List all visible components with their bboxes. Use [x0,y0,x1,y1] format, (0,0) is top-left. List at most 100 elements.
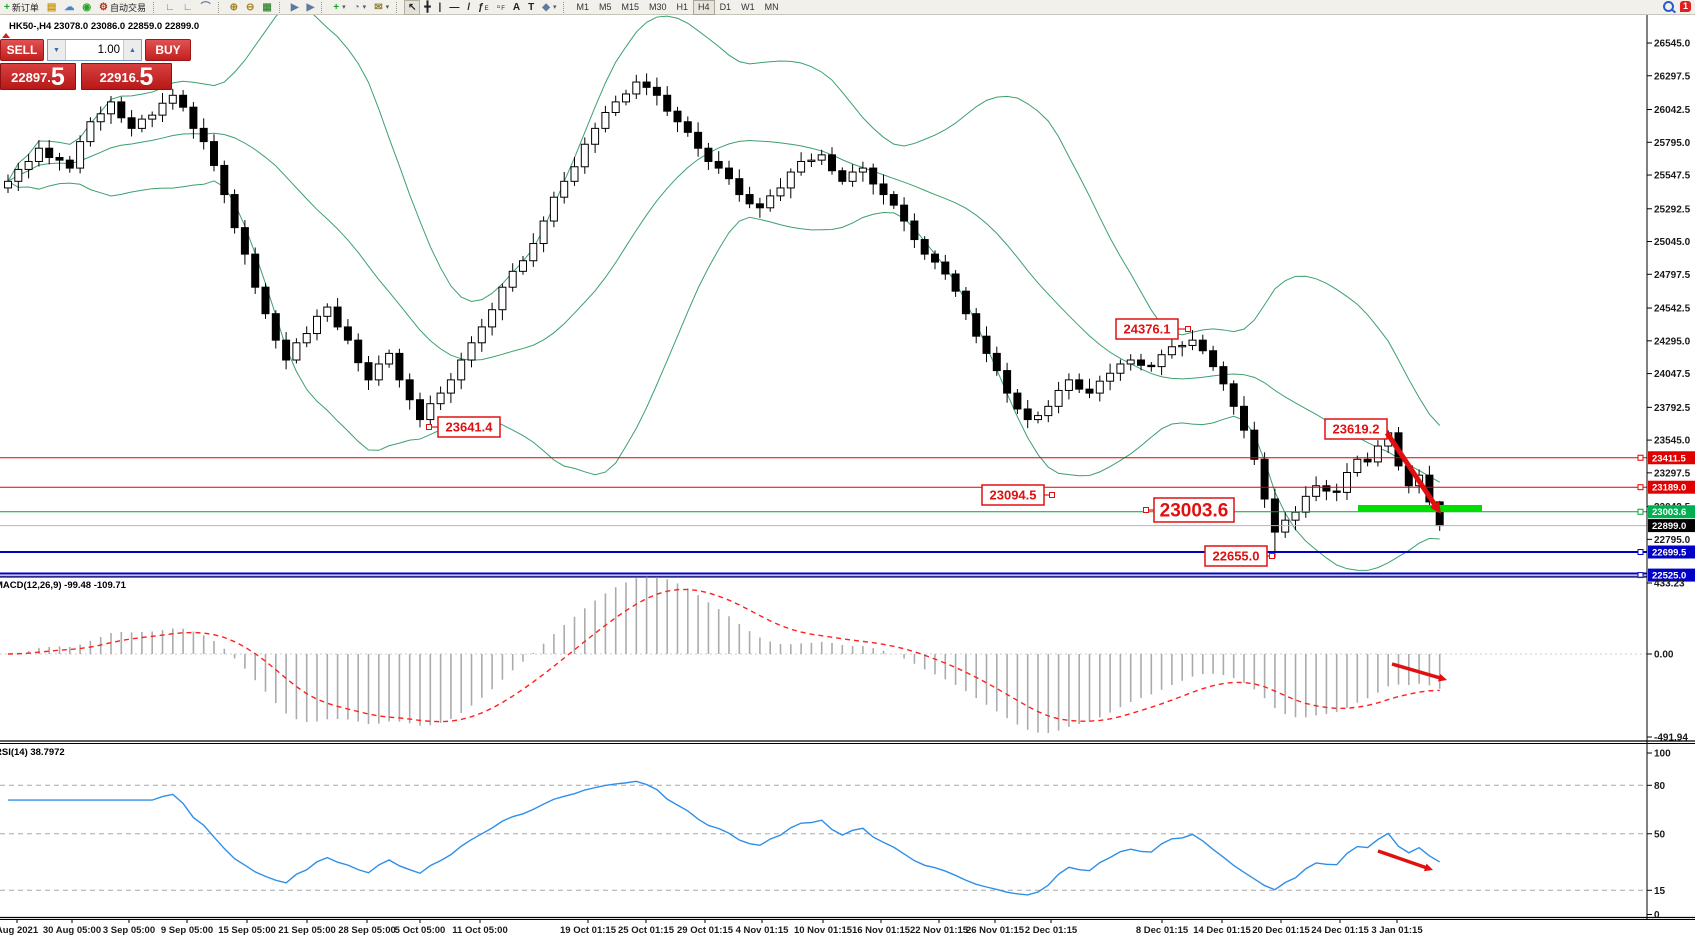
candle-bull [24,160,33,170]
annotation-price-box[interactable] [1324,418,1388,440]
line-anchor-handle[interactable] [1637,484,1644,491]
crosshair-tool[interactable]: ╋ [420,0,434,15]
buy-button[interactable]: BUY [145,39,191,61]
line-anchor-handle[interactable] [1637,549,1644,556]
annotation-price-box[interactable] [981,484,1045,506]
volume-input[interactable] [66,40,123,60]
sell-button[interactable]: SELL [0,39,44,61]
trend-arrow[interactable] [1377,849,1429,870]
fibo-fan-tool[interactable]: ▫ F [493,0,509,15]
hline-tool[interactable]: — [445,0,463,15]
annotation-anchor[interactable] [1049,492,1055,498]
text-label-tool[interactable]: T [524,0,538,15]
candle-bull [158,102,167,116]
chart-shift-icon[interactable]: ▶ [303,0,319,15]
timeframe-d1[interactable]: D1 [719,2,732,12]
volume-decrease-icon[interactable]: ▼ [48,40,66,60]
candle-bear [652,86,661,96]
timeframe-mn[interactable]: MN [764,2,779,12]
timeframe-m15[interactable]: M15 [621,2,640,12]
timeframe-h4[interactable]: H4 [693,0,715,15]
signals-icon[interactable]: ◉ [78,0,95,15]
fibo-glyph-icon: ƒ [478,1,484,13]
volume-increase-icon[interactable]: ▲ [123,40,141,60]
trendline-tool[interactable]: / [463,0,474,15]
trend-arrow-head [1423,863,1433,872]
candle-bear [251,253,260,288]
timeframe-h1[interactable]: H1 [676,2,689,12]
community-icon[interactable]: ☁ [60,0,78,15]
market-watch-icon[interactable]: ▤ [43,0,60,15]
y-axis-tick-label: 24295.0 [1654,336,1691,347]
candle-bear [199,127,208,143]
candle-bull [1167,346,1176,356]
x-axis-date-label: 15 Sep 05:00 [218,925,276,936]
candle-bull [426,403,435,421]
indicators-icon[interactable]: ∟ [161,0,179,15]
candle-bear [745,194,754,205]
mail-button[interactable]: ✉ ▾ [370,0,393,15]
trend-arrow[interactable] [1384,431,1439,509]
tile-windows-icon[interactable]: ▦ [258,0,275,15]
candle-bear [1209,350,1218,368]
new-order-button[interactable]: + 新订单 [0,0,43,15]
zoom-in-icon[interactable]: ⊕ [226,0,242,15]
candle-bear [1240,405,1248,431]
annotation-price-box[interactable] [1204,545,1268,567]
vline-tool[interactable]: | [435,0,446,15]
zoom-out-icon[interactable]: ⊖ [242,0,258,15]
x-axis-date-label: 19 Oct 01:15 [560,925,617,936]
objects-arc-icon[interactable]: ⌒ [197,0,215,15]
candle-bear [333,306,342,328]
annotation-price-box[interactable] [1115,318,1179,340]
shapes-tool[interactable]: ◆ ▾ [538,0,560,15]
support-zone-bar[interactable] [1358,505,1482,512]
x-axis-date-label: 25 Oct 01:15 [618,925,675,936]
annotation-anchor[interactable] [426,424,432,430]
candle-bear [343,326,352,341]
annotation-price-box[interactable] [1153,497,1235,523]
buy-price[interactable]: 22916. 5 [81,63,172,90]
indicator-window-icon[interactable]: ∟ [179,0,197,15]
line-anchor-handle[interactable] [1637,572,1644,579]
candle-bear [673,110,682,123]
candle-bear [704,147,713,162]
timeframe-m30[interactable]: M30 [649,2,667,12]
y-axis-tick-label: 26297.5 [1654,71,1691,82]
notification-badge[interactable]: 1 [1679,1,1691,12]
fibo-fan-tool-sub: F [501,6,505,12]
period-button[interactable]: ◔ ▾ [350,0,371,15]
line-anchor-handle[interactable] [1637,508,1644,515]
annotation-anchor[interactable] [1269,553,1275,559]
search-icon[interactable] [1662,1,1674,12]
candle-bear [869,167,878,185]
auto-scroll-icon[interactable]: ▶ [287,0,303,15]
annotation-price-text: 23094.5 [990,488,1037,503]
price-badge-label: 22525.0 [1652,571,1686,582]
candle-bull [858,167,867,173]
trend-arrow[interactable] [1391,662,1443,681]
annotation-anchor[interactable] [1185,326,1191,332]
timeframe-w1[interactable]: W1 [741,2,755,12]
collapse-panel-icon[interactable] [2,33,10,38]
candle-bear [405,379,414,401]
timeframe-m1[interactable]: M1 [576,2,589,12]
autotrading-button[interactable]: ⚙ 自动交易 [95,0,150,15]
price-chart[interactable]: 26545.0 26297.5 26042.5 25795.0 25547.5 25292… [0,13,1695,939]
candle-bull [1064,379,1073,391]
toolbar-separator [396,1,401,13]
annotation-price-box[interactable] [437,416,501,438]
timeframe-m5[interactable]: M5 [598,2,612,12]
cursor-tool[interactable]: ↖ [404,0,421,15]
candle-bear [1229,383,1238,407]
add-chart-button[interactable]: + ▾ [329,0,349,15]
text-tool[interactable]: A [509,0,524,15]
candle-bear [828,154,836,172]
annotation-anchor[interactable] [1143,507,1149,513]
line-anchor-handle[interactable] [1637,454,1644,461]
candle-bear [127,117,136,129]
rsi-indicator-label: RSI(14) 38.7972 [0,747,65,758]
sell-price[interactable]: 22897. 5 [0,63,76,90]
candle-bull [776,187,785,197]
